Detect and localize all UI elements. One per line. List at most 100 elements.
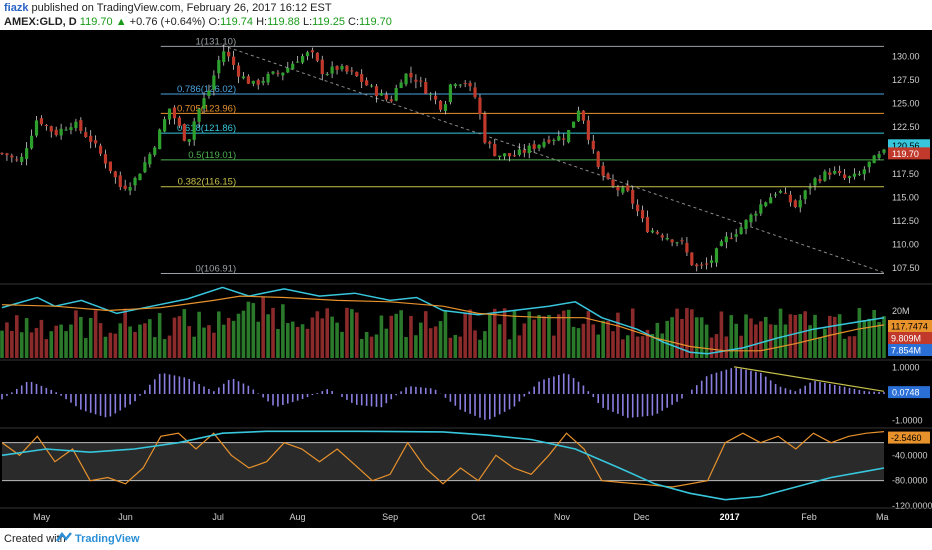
volume-bar — [685, 308, 689, 358]
volume-bar — [276, 329, 280, 358]
volume-bar — [0, 330, 4, 358]
volume-bar — [69, 324, 73, 358]
volume-bar — [187, 326, 192, 358]
volume-bar — [133, 331, 137, 358]
candle-body — [325, 74, 329, 76]
candle-body — [350, 70, 354, 72]
volume-label-box — [888, 344, 932, 356]
candle-body — [39, 118, 44, 125]
candle-body — [320, 59, 324, 75]
candle-body — [217, 60, 221, 74]
candle-body — [769, 197, 773, 204]
volume-label: 9.809M — [891, 334, 921, 344]
volume-bar — [394, 313, 398, 358]
candle-body — [567, 130, 571, 143]
volume-bar — [266, 314, 270, 358]
oscillator-label-box — [888, 431, 930, 444]
candle-body — [803, 190, 807, 200]
volume-bar — [419, 322, 423, 358]
volume-bar — [212, 332, 216, 358]
candle-body — [261, 80, 265, 83]
candle-body — [542, 141, 546, 147]
volume-bar — [5, 322, 9, 358]
volume-bar — [379, 315, 384, 358]
candle-body — [177, 117, 181, 126]
volume-bar — [773, 324, 778, 358]
volume-bar — [256, 321, 261, 358]
volume-bar — [59, 324, 63, 358]
author-link[interactable]: fiazk — [4, 2, 29, 14]
volume-bar — [882, 316, 886, 358]
fib-level-label: 0.382(116.15) — [178, 177, 236, 188]
volume-bar — [113, 333, 118, 358]
volume-bar — [497, 324, 502, 358]
candle-body — [616, 186, 620, 191]
price-last-label: 119.70 — [892, 149, 919, 159]
histogram-label-box — [888, 386, 930, 399]
time-axis-label: Jun — [118, 512, 133, 522]
candle-body — [576, 110, 581, 122]
volume-bar — [453, 334, 458, 358]
candle-body — [783, 192, 788, 194]
volume-bar — [556, 314, 561, 358]
volume-bar — [645, 329, 650, 358]
volume-bar — [759, 321, 763, 358]
volume-bar — [542, 316, 546, 358]
volume-bar — [305, 328, 310, 358]
tradingview-brand[interactable]: TradingView — [75, 533, 140, 545]
volume-bar — [123, 308, 127, 358]
fib-level-label: 0(106.91) — [195, 263, 236, 274]
volume-bar — [350, 309, 354, 358]
volume-bar — [246, 301, 251, 358]
candle-body — [744, 220, 748, 229]
oscillator-axis-tick: -40.0000 — [892, 450, 928, 460]
published-text: published on TradingView.com, February 2… — [31, 2, 332, 14]
volume-bar — [867, 318, 872, 358]
volume-bar — [827, 315, 832, 358]
time-axis-label: Ma — [876, 512, 889, 522]
volume-bar — [428, 328, 433, 358]
last-price: 119.70 — [79, 16, 113, 28]
candle-body — [833, 170, 837, 174]
volume-bar — [364, 332, 369, 358]
candle-body — [660, 235, 664, 238]
candle-body — [680, 240, 684, 242]
candle-body — [493, 143, 497, 157]
candle-body — [882, 149, 886, 153]
volume-bar — [522, 323, 527, 358]
candle-body — [685, 242, 689, 253]
volume-bar — [640, 336, 645, 358]
volume-bar — [29, 332, 34, 358]
chart-canvas[interactable]: 1(131.10) 0.786(126.02) 0.705(123.96) 0.618… — [0, 30, 932, 528]
candle-body — [438, 100, 443, 110]
volume-bar — [374, 334, 379, 358]
candle-body — [345, 65, 349, 72]
candle-body — [0, 153, 4, 155]
candle-body — [478, 97, 482, 114]
volume-bar — [98, 323, 103, 358]
candle-body — [813, 178, 817, 186]
candle-body — [207, 90, 211, 97]
volume-bar — [54, 325, 59, 358]
candle-body — [601, 165, 605, 176]
candle-body — [645, 217, 650, 233]
volume-ma-line — [1, 295, 885, 352]
volume-bar — [566, 309, 571, 358]
volume-label: 7.854M — [891, 346, 921, 356]
candle-body — [665, 237, 669, 240]
candle-body — [271, 71, 275, 74]
volume-bar — [202, 327, 206, 358]
candle-body — [655, 231, 659, 234]
volume-bar — [630, 308, 635, 358]
candle-body — [394, 87, 398, 101]
volume-bar — [345, 307, 349, 358]
price-axis-tick: 112.50 — [892, 216, 919, 226]
candle-body — [690, 252, 694, 266]
candle-body — [291, 63, 295, 70]
candle-body — [798, 200, 802, 208]
volume-bar — [295, 326, 300, 358]
candle-body — [488, 141, 492, 144]
candle-body — [163, 119, 167, 132]
price-last-label: 120.56 — [892, 141, 920, 151]
volume-bar — [650, 333, 655, 358]
